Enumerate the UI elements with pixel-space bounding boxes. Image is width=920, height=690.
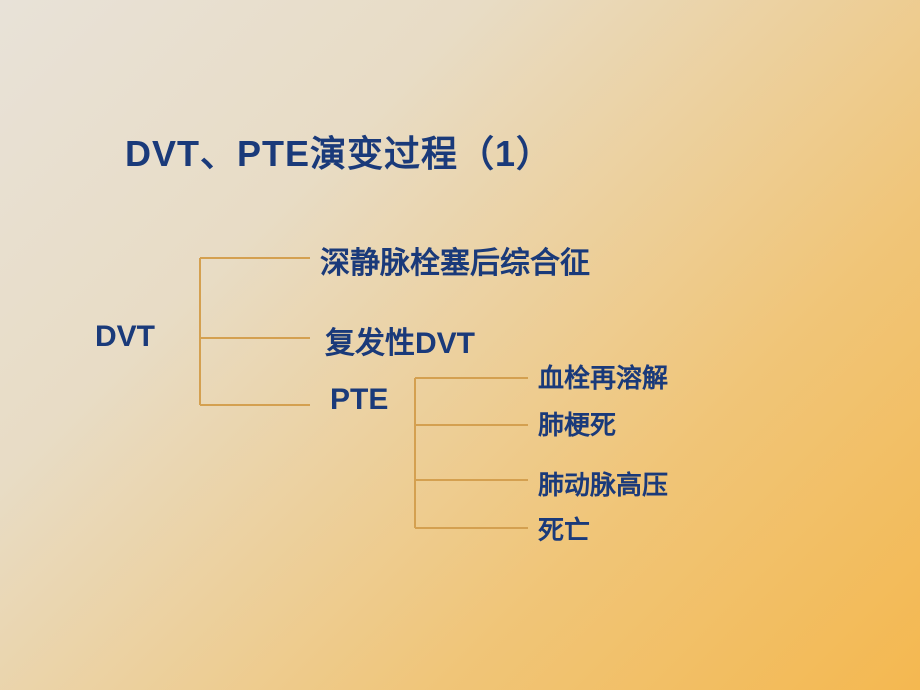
tree-leaf-1: 血栓再溶解 xyxy=(538,358,668,395)
tree-branch-2: 复发性DVT xyxy=(325,318,475,362)
tree-leaf-3: 肺动脉高压 xyxy=(538,465,668,502)
slide-content: DVT、PTE演变过程（1） DVT 深静脉栓塞后综合征 复发性DVT PTE … xyxy=(0,0,920,690)
tree-leaf-4: 死亡 xyxy=(538,510,590,547)
tree-branch-1: 深静脉栓塞后综合征 xyxy=(320,238,590,282)
tree-leaf-2: 肺梗死 xyxy=(538,405,616,442)
tree-root: DVT xyxy=(95,320,155,354)
tree-branch-3: PTE xyxy=(330,383,388,417)
